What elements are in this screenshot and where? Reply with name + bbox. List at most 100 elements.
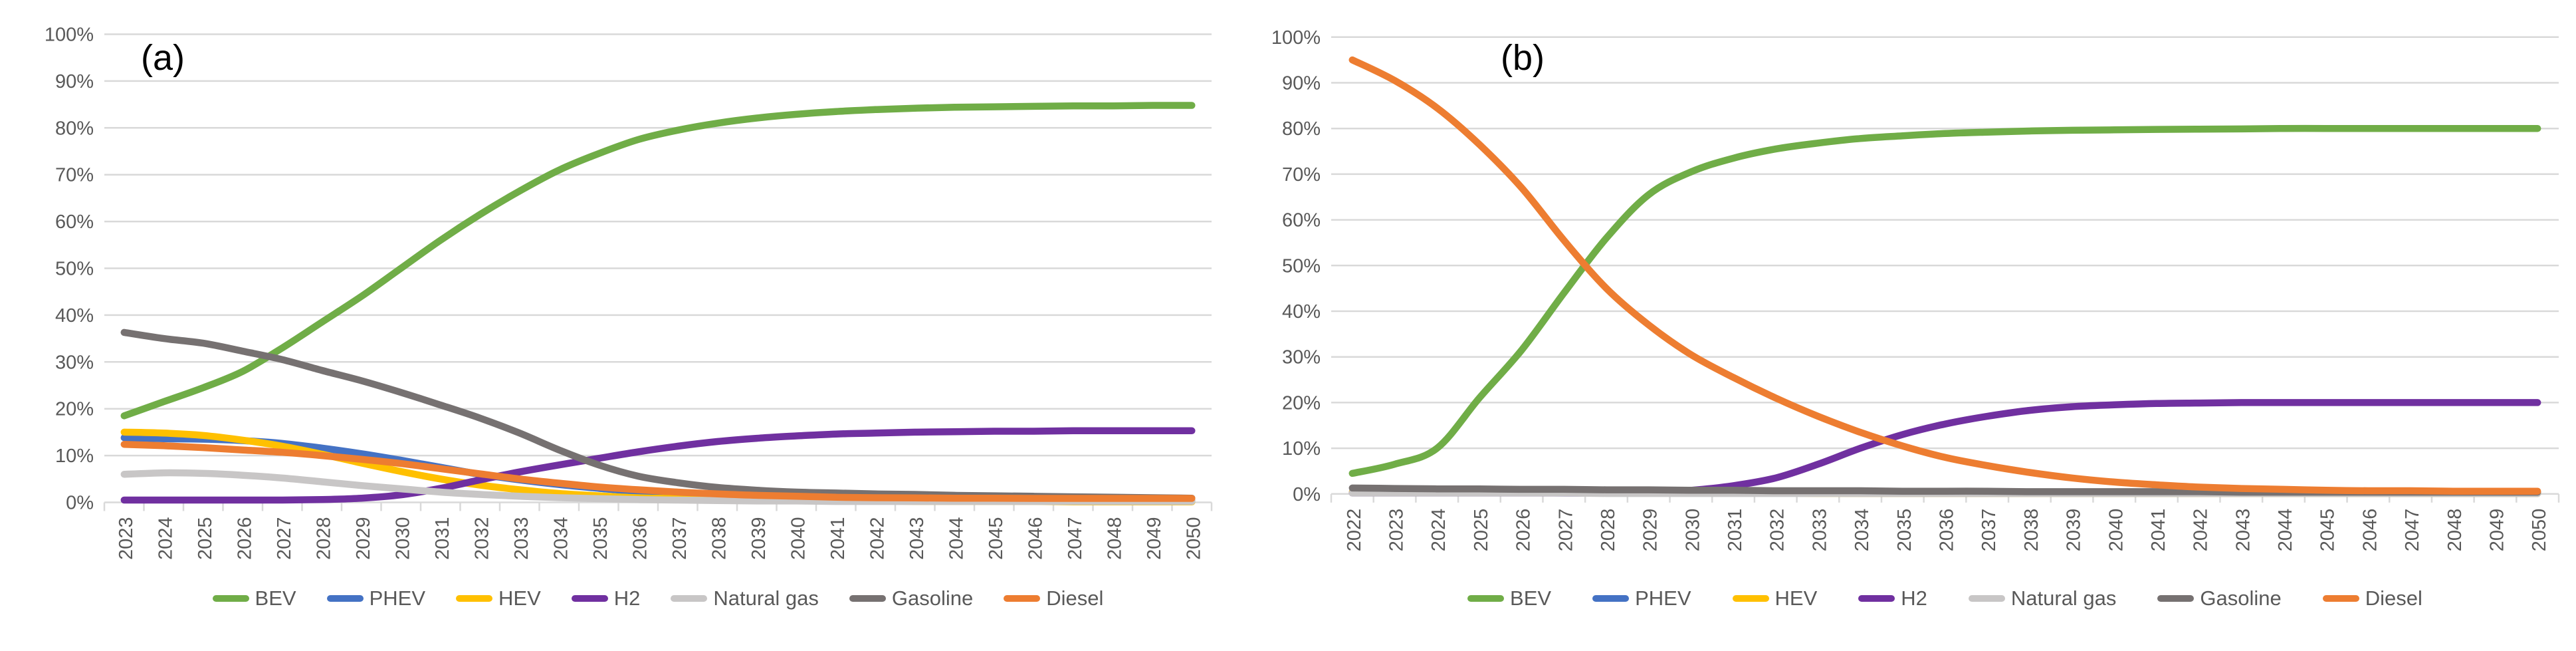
x-axis-year-label: 2045	[2317, 509, 2339, 552]
x-axis-year-label: 2025	[1471, 509, 1492, 552]
legend-label-diesel: Diesel	[1046, 586, 1104, 610]
x-axis-year-label: 2037	[669, 517, 691, 561]
legend-swatch-phev	[326, 595, 364, 602]
x-axis-year-label: 2042	[2191, 509, 2212, 552]
x-axis-year-label: 2034	[1852, 509, 1873, 552]
x-axis-year-label: 2032	[1767, 509, 1788, 552]
x-axis-year-label: 2045	[986, 517, 1007, 561]
y-axis-tick-label: 100%	[1271, 27, 1321, 49]
y-axis-tick-label: 50%	[1282, 255, 1321, 277]
x-axis-year-label: 2027	[1555, 509, 1576, 552]
y-axis-tick-label: 10%	[1282, 438, 1321, 459]
legend-item-bev: BEV	[1467, 586, 1551, 610]
x-axis-year-label: 2030	[392, 517, 413, 561]
legend-swatch-diesel	[2322, 595, 2359, 602]
x-axis-year-label: 2025	[195, 517, 216, 561]
legend-swatch-h2	[1858, 595, 1895, 602]
y-axis-tick-label: 40%	[55, 305, 94, 326]
series-line-h2	[120, 427, 1196, 504]
legend-item-gasoline: Gasoline	[849, 586, 973, 610]
x-axis-year-label: 2038	[708, 517, 730, 561]
chart-b-label: (b)	[1501, 38, 1545, 78]
x-axis-year-label: 2047	[1065, 517, 1086, 561]
y-axis-tick-label: 20%	[55, 399, 94, 420]
x-axis-year-label: 2044	[946, 517, 967, 561]
legend-item-natural-gas: Natural gas	[1968, 586, 2117, 610]
legend-swatch-diesel	[1004, 595, 1041, 602]
x-axis-year-label: 2049	[1144, 517, 1165, 561]
x-axis-year-label: 2028	[313, 517, 334, 561]
chart-a-legend: BEV PHEV HEV H2 Natural gas Gasoline Diesel	[104, 586, 1212, 610]
legend-item-diesel: Diesel	[2322, 586, 2422, 610]
x-axis-year-label: 2036	[1937, 509, 1958, 552]
y-axis-tick-label: 50%	[55, 259, 94, 280]
legend-label-bev: BEV	[1510, 586, 1552, 610]
y-axis-tick-label: 90%	[55, 71, 94, 92]
legend-label-phev: PHEV	[1635, 586, 1691, 610]
x-axis-year-label: 2035	[590, 517, 611, 561]
x-axis-year-label: 2031	[432, 517, 453, 561]
x-axis-year-label: 2041	[2148, 509, 2169, 552]
legend-swatch-gasoline	[849, 595, 886, 602]
x-axis-year-label: 2024	[1428, 509, 1449, 552]
x-axis-year-label: 2049	[2487, 509, 2508, 552]
x-axis-year-label: 2026	[234, 517, 255, 561]
series-line-gasoline	[120, 328, 1196, 502]
y-axis-tick-label: 20%	[1282, 392, 1321, 414]
y-axis-tick-label: 100%	[45, 25, 94, 46]
legend-item-phev: PHEV	[326, 586, 425, 610]
legend-item-gasoline: Gasoline	[2157, 586, 2282, 610]
x-axis-year-label: 2029	[353, 517, 374, 561]
x-axis-year-label: 2024	[155, 517, 176, 561]
legend-label-gasoline: Gasoline	[2200, 586, 2282, 610]
x-axis-year-label: 2039	[748, 517, 770, 561]
x-axis-year-label: 2027	[274, 517, 295, 561]
legend-swatch-hev	[456, 595, 492, 602]
legend-label-natural-gas: Natural gas	[2010, 586, 2117, 610]
series-line-diesel	[1348, 56, 2541, 495]
x-axis-year-label: 2043	[907, 517, 928, 561]
series-line-bev	[120, 102, 1196, 420]
y-axis-tick-label: 10%	[55, 446, 94, 467]
legend-label-diesel: Diesel	[2365, 586, 2422, 610]
y-axis-tick-label: 60%	[1282, 210, 1321, 231]
series-line-diesel	[120, 440, 1196, 502]
x-axis-year-label: 2048	[2444, 509, 2466, 552]
x-axis-year-label: 2032	[471, 517, 492, 561]
x-axis-year-label: 2044	[2275, 509, 2296, 552]
x-axis-year-label: 2047	[2402, 509, 2423, 552]
x-axis-year-label: 2041	[827, 517, 849, 561]
legend-label-h2: H2	[613, 586, 641, 610]
x-axis-year-label: 2031	[1725, 509, 1746, 552]
x-axis-year-label: 2035	[1894, 509, 1915, 552]
legend-swatch-natural-gas	[671, 595, 708, 602]
legend-swatch-phev	[1592, 595, 1630, 602]
legend-swatch-hev	[1732, 595, 1769, 602]
legend-item-h2: H2	[571, 586, 641, 610]
x-axis-year-label: 2050	[2529, 509, 2550, 552]
y-axis-tick-label: 0%	[66, 493, 94, 514]
x-axis-year-label: 2042	[867, 517, 888, 561]
legend-swatch-h2	[571, 595, 608, 602]
x-axis-year-label: 2040	[788, 517, 809, 561]
y-axis-tick-label: 80%	[55, 118, 94, 139]
x-axis-year-label: 2033	[1809, 509, 1830, 552]
legend-swatch-natural-gas	[1968, 595, 2005, 602]
x-axis-year-label: 2036	[629, 517, 651, 561]
y-axis-tick-label: 70%	[55, 165, 94, 186]
x-axis-year-label: 2023	[1386, 509, 1408, 552]
series-line-bev	[1348, 124, 2541, 477]
x-axis-year-label: 2030	[1682, 509, 1703, 552]
x-axis-year-label: 2029	[1640, 509, 1662, 552]
legend-item-natural-gas: Natural gas	[671, 586, 819, 610]
y-axis-tick-label: 80%	[1282, 118, 1321, 140]
y-axis-tick-label: 30%	[1282, 347, 1321, 368]
legend-swatch-bev	[1467, 595, 1505, 602]
x-axis-year-label: 2039	[2064, 509, 2085, 552]
legend-item-bev: BEV	[212, 586, 296, 610]
legend-item-h2: H2	[1858, 586, 1927, 610]
x-axis-year-label: 2048	[1104, 517, 1125, 561]
legend-item-phev: PHEV	[1592, 586, 1691, 610]
